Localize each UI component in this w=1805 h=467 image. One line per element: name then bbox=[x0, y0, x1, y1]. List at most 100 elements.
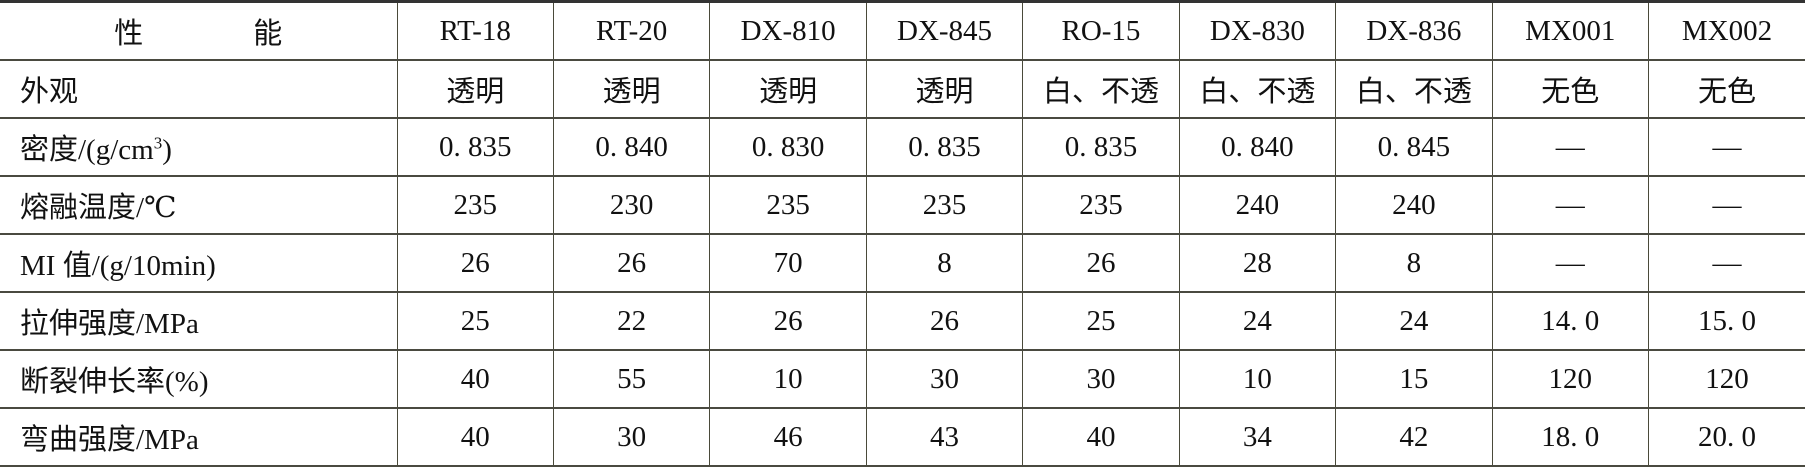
table-cell: 0. 835 bbox=[866, 118, 1022, 176]
table-cell: 25 bbox=[1023, 292, 1179, 350]
table-cell: 235 bbox=[1023, 176, 1179, 234]
table-cell: 8 bbox=[1336, 234, 1492, 292]
table-cell: 0. 840 bbox=[1179, 118, 1335, 176]
row-label-text: 熔融温度/℃ bbox=[20, 192, 177, 224]
table-cell: 0. 830 bbox=[710, 118, 866, 176]
table-cell: 24 bbox=[1179, 292, 1335, 350]
table-cell: 0. 835 bbox=[397, 118, 553, 176]
table-cell: 0. 845 bbox=[1336, 118, 1492, 176]
table-cell: 25 bbox=[397, 292, 553, 350]
table-cell: 14. 0 bbox=[1492, 292, 1648, 350]
row-label-text: MI 值/(g/10min) bbox=[20, 250, 216, 282]
row-label: 密度/(g/cm3) bbox=[0, 118, 397, 176]
table-cell: 30 bbox=[866, 350, 1022, 408]
table-cell: — bbox=[1649, 176, 1805, 234]
table-cell: 235 bbox=[866, 176, 1022, 234]
table-cell: 26 bbox=[553, 234, 709, 292]
table-cell: 透明 bbox=[710, 60, 866, 118]
table-cell: 40 bbox=[1023, 408, 1179, 466]
table-cell: 透明 bbox=[553, 60, 709, 118]
table-cell: 无色 bbox=[1649, 60, 1805, 118]
header-cell: DX-830 bbox=[1179, 2, 1335, 61]
row-label: 拉伸强度/MPa bbox=[0, 292, 397, 350]
row-label-sup: 3 bbox=[154, 133, 163, 152]
table-cell: 0. 835 bbox=[1023, 118, 1179, 176]
table-cell: 白、不透 bbox=[1023, 60, 1179, 118]
table-cell: 28 bbox=[1179, 234, 1335, 292]
header-cell: MX002 bbox=[1649, 2, 1805, 61]
table-cell: 10 bbox=[710, 350, 866, 408]
table-cell: 透明 bbox=[397, 60, 553, 118]
table-cell: — bbox=[1649, 118, 1805, 176]
table-cell: 30 bbox=[1023, 350, 1179, 408]
row-label-text: 弯曲强度/MPa bbox=[20, 424, 199, 456]
table-cell: 白、不透 bbox=[1179, 60, 1335, 118]
header-cell: DX-836 bbox=[1336, 2, 1492, 61]
table-cell: — bbox=[1492, 234, 1648, 292]
table-cell: 55 bbox=[553, 350, 709, 408]
header-cell: MX001 bbox=[1492, 2, 1648, 61]
row-label-text: 断裂伸长率(%) bbox=[20, 366, 208, 398]
row-label: 断裂伸长率(%) bbox=[0, 350, 397, 408]
table-cell: 15. 0 bbox=[1649, 292, 1805, 350]
table-cell: 235 bbox=[397, 176, 553, 234]
table-cell: — bbox=[1492, 176, 1648, 234]
table-cell: 43 bbox=[866, 408, 1022, 466]
header-property: 性能 bbox=[0, 2, 397, 61]
table-cell: 白、不透 bbox=[1336, 60, 1492, 118]
table-row: 外观透明透明透明透明白、不透白、不透白、不透无色无色 bbox=[0, 60, 1805, 118]
table-cell: 42 bbox=[1336, 408, 1492, 466]
table-cell: 20. 0 bbox=[1649, 408, 1805, 466]
row-label-text: 外观 bbox=[20, 76, 78, 108]
row-label: MI 值/(g/10min) bbox=[0, 234, 397, 292]
table-cell: — bbox=[1492, 118, 1648, 176]
table-cell: 18. 0 bbox=[1492, 408, 1648, 466]
table-cell: 30 bbox=[553, 408, 709, 466]
row-label: 熔融温度/℃ bbox=[0, 176, 397, 234]
table-cell: 120 bbox=[1492, 350, 1648, 408]
table-cell: 15 bbox=[1336, 350, 1492, 408]
table-cell: 26 bbox=[710, 292, 866, 350]
table-cell: 10 bbox=[1179, 350, 1335, 408]
table-cell: 40 bbox=[397, 408, 553, 466]
table-cell: 24 bbox=[1336, 292, 1492, 350]
table-cell: 26 bbox=[397, 234, 553, 292]
table-cell: 透明 bbox=[866, 60, 1022, 118]
header-property-b: 能 bbox=[253, 18, 282, 50]
row-label: 外观 bbox=[0, 60, 397, 118]
header-cell: RT-20 bbox=[553, 2, 709, 61]
table-cell: 46 bbox=[710, 408, 866, 466]
table-cell: 70 bbox=[710, 234, 866, 292]
table-cell: — bbox=[1649, 234, 1805, 292]
table-cell: 0. 840 bbox=[553, 118, 709, 176]
table-cell: 26 bbox=[1023, 234, 1179, 292]
row-label-text: 拉伸强度/MPa bbox=[20, 308, 199, 340]
header-cell: DX-845 bbox=[866, 2, 1022, 61]
header-cell: RO-15 bbox=[1023, 2, 1179, 61]
table-cell: 40 bbox=[397, 350, 553, 408]
table-cell: 120 bbox=[1649, 350, 1805, 408]
table-cell: 8 bbox=[866, 234, 1022, 292]
header-property-a: 性 bbox=[114, 18, 143, 50]
table-cell: 34 bbox=[1179, 408, 1335, 466]
header-cell: RT-18 bbox=[397, 2, 553, 61]
row-label-end: ) bbox=[162, 134, 172, 166]
table-cell: 235 bbox=[710, 176, 866, 234]
row-label-text: 密度/(g/cm bbox=[20, 134, 154, 166]
header-cell: DX-810 bbox=[710, 2, 866, 61]
table-cell: 240 bbox=[1179, 176, 1335, 234]
row-label: 弯曲强度/MPa bbox=[0, 408, 397, 466]
table-cell: 240 bbox=[1336, 176, 1492, 234]
header-row: 性能 RT-18 RT-20 DX-810 DX-845 RO-15 DX-83… bbox=[0, 2, 1805, 61]
table-cell: 26 bbox=[866, 292, 1022, 350]
table-cell: 无色 bbox=[1492, 60, 1648, 118]
table-cell: 230 bbox=[553, 176, 709, 234]
table-cell: 22 bbox=[553, 292, 709, 350]
